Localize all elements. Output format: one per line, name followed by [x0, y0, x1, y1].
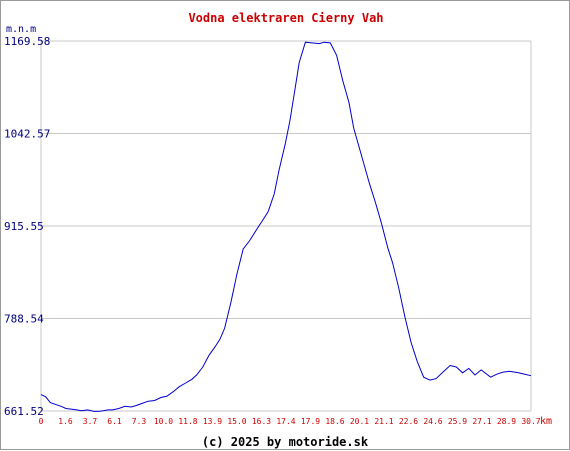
y-tick-label: 1169.58	[4, 35, 50, 48]
grid-lines	[40, 40, 532, 412]
y-unit-label: m.n.m	[6, 24, 36, 35]
x-tick-label: 21.1	[374, 417, 393, 426]
x-tick-label: 30.7	[521, 417, 540, 426]
x-tick-label: 24.6	[423, 417, 442, 426]
x-axis-ticks: 0 1.6 3.7 6.1 7.3 10.0 11.8 13.9 15.0 16.3 17.4 17.…	[39, 417, 541, 426]
x-tick-label: 17.4	[276, 417, 295, 426]
x-tick-label: 16.3	[252, 417, 271, 426]
y-axis-ticks: 661.52 788.54 915.55 1042.57 1169.58	[4, 35, 50, 418]
x-tick-label: 28.9	[497, 417, 516, 426]
elevation-line	[40, 41, 532, 412]
x-tick-label: 22.6	[399, 417, 418, 426]
x-tick-label: 27.1	[472, 417, 491, 426]
x-tick-label: 15.0	[227, 417, 246, 426]
x-unit-label: km	[540, 416, 552, 427]
x-tick-label: 17.9	[301, 417, 320, 426]
y-tick-label: 915.55	[4, 220, 44, 233]
x-tick-label: 20.1	[350, 417, 369, 426]
x-tick-label: 10.0	[154, 417, 173, 426]
y-tick-label: 661.52	[4, 405, 44, 418]
x-tick-label: 13.9	[203, 417, 222, 426]
x-tick-label: 3.7	[83, 417, 98, 426]
y-tick-label: 1042.57	[4, 127, 50, 140]
chart-title: Vodna elektraren Cierny Vah	[188, 11, 383, 25]
x-tick-label: 11.8	[178, 417, 197, 426]
x-tick-label: 0	[39, 417, 44, 426]
x-tick-label: 1.6	[58, 417, 73, 426]
x-tick-label: 18.6	[325, 417, 344, 426]
copyright-credit: (c) 2025 by motoride.sk	[202, 435, 369, 449]
x-tick-label: 25.9	[448, 417, 467, 426]
x-tick-label: 7.3	[132, 417, 147, 426]
x-tick-label: 6.1	[107, 417, 122, 426]
y-tick-label: 788.54	[4, 312, 44, 325]
